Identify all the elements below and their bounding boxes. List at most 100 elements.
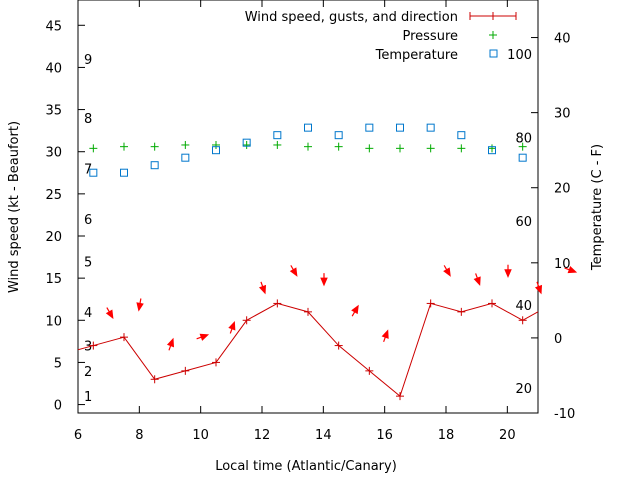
arrow-head — [199, 333, 210, 341]
wind-direction-arrow — [166, 337, 175, 351]
y-tick-label: 45 — [45, 19, 62, 34]
legend-swatch-wind — [469, 12, 517, 20]
wind-speed-point — [457, 307, 466, 316]
y2-tick-label: 0 — [554, 332, 562, 347]
x-tick-label: 8 — [135, 428, 143, 443]
beaufort-label: 9 — [84, 53, 92, 68]
temperature-point — [212, 146, 220, 155]
pressure-point — [181, 140, 190, 149]
wind-speed-point — [488, 299, 496, 308]
y-tick-label: 15 — [45, 272, 62, 287]
fahrenheit-scale-labels: 20 40 60 80 100 — [507, 48, 532, 397]
temperature-point — [396, 123, 404, 132]
wind-direction-arrow — [564, 266, 578, 274]
legend-label-pressure: Pressure — [402, 29, 458, 44]
x-tick-label: 10 — [192, 428, 209, 443]
beaufort-label: 8 — [84, 112, 92, 127]
y-tick-label: 30 — [45, 146, 62, 161]
pressure-point — [89, 144, 98, 153]
wind-speed-point — [304, 307, 312, 316]
temperature-point — [89, 168, 98, 177]
temperature-point — [273, 131, 282, 140]
x-tick-label: 20 — [499, 428, 516, 443]
legend-swatch-temperature — [489, 49, 498, 58]
pressure-point — [426, 144, 435, 153]
arrow-head — [105, 309, 114, 320]
pressure-point — [120, 142, 128, 151]
x-axis-title: Local time (Atlantic/Canary) — [215, 459, 397, 474]
pressure-point — [304, 142, 312, 151]
y-tick-label: 20 — [45, 230, 62, 245]
wind-direction-arrow — [381, 329, 389, 343]
beaufort-label: 4 — [84, 306, 92, 321]
temperature-point — [334, 131, 343, 140]
pressure-point — [242, 140, 251, 149]
wind-direction-arrow — [443, 265, 451, 277]
temperature-point — [426, 123, 435, 132]
x-axis: 6 8 10 12 14 16 18 20 — [74, 0, 516, 443]
wind-speed-point — [120, 333, 128, 342]
wind-speed-line — [78, 302, 538, 397]
wind-direction-arrow — [228, 320, 236, 334]
y2-tick-label: 20 — [554, 182, 571, 197]
y-tick-label: 35 — [45, 104, 62, 119]
arrow-head — [473, 276, 481, 286]
wind-direction-arrow — [196, 333, 210, 341]
beaufort-label: 7 — [84, 163, 92, 178]
wind-direction-arrow — [289, 265, 298, 277]
pressure-point — [212, 140, 220, 149]
y2-tick-label: -10 — [554, 407, 575, 422]
pressure-point — [334, 142, 343, 151]
pressure-point — [457, 144, 466, 153]
x-tick-label: 12 — [254, 428, 271, 443]
pressure-point — [365, 144, 374, 153]
temperature-point — [181, 153, 190, 162]
y-tick-label: 40 — [45, 61, 62, 76]
pressure-point — [150, 142, 159, 151]
legend: Wind speed, gusts, and direction Pressur… — [245, 10, 517, 63]
temperature-point — [488, 146, 496, 155]
wind-direction-arrow — [473, 273, 481, 286]
x-tick-label: 16 — [376, 428, 393, 443]
wind-speed-point — [181, 366, 190, 375]
arrow-head — [228, 320, 236, 331]
pressure-point — [396, 144, 404, 153]
wind-speed-point — [518, 316, 527, 325]
y-tick-label: 10 — [45, 314, 62, 329]
temperature-point — [457, 131, 466, 140]
wind-speed-point — [365, 366, 374, 375]
temperature-point — [242, 138, 251, 147]
arrow-head — [289, 267, 298, 277]
wind-speed-point — [426, 299, 435, 308]
pressure-point — [488, 144, 496, 153]
beaufort-label: 2 — [84, 365, 92, 380]
legend-swatch-pressure — [489, 31, 497, 39]
arrow-head — [534, 284, 543, 295]
beaufort-label: 1 — [84, 390, 92, 405]
wind-direction-arrows — [105, 264, 578, 351]
wind-speed-point — [396, 392, 404, 401]
arrow-head — [381, 329, 389, 339]
fahrenheit-label: 20 — [515, 382, 532, 397]
wind-direction-arrow — [504, 264, 512, 278]
wind-speed-point — [89, 341, 98, 350]
pressure-point — [273, 140, 282, 149]
y2-tick-label: 30 — [554, 107, 571, 122]
x-tick-label: 18 — [438, 428, 455, 443]
fahrenheit-label: 60 — [515, 215, 532, 230]
arrow-head — [320, 277, 328, 287]
x-tick-label: 6 — [74, 428, 82, 443]
plot-frame — [77, 0, 539, 414]
temperature-point — [304, 123, 312, 132]
arrow-head — [443, 267, 451, 277]
fahrenheit-label: 80 — [515, 131, 532, 146]
wind-speed-point — [273, 299, 282, 308]
arrow-head — [136, 302, 144, 312]
arrow-head — [351, 304, 359, 315]
beaufort-label: 5 — [84, 255, 92, 270]
wind-speed-point — [212, 358, 220, 367]
y-tick-label: 25 — [45, 188, 62, 203]
wind-speed-point — [334, 341, 343, 350]
